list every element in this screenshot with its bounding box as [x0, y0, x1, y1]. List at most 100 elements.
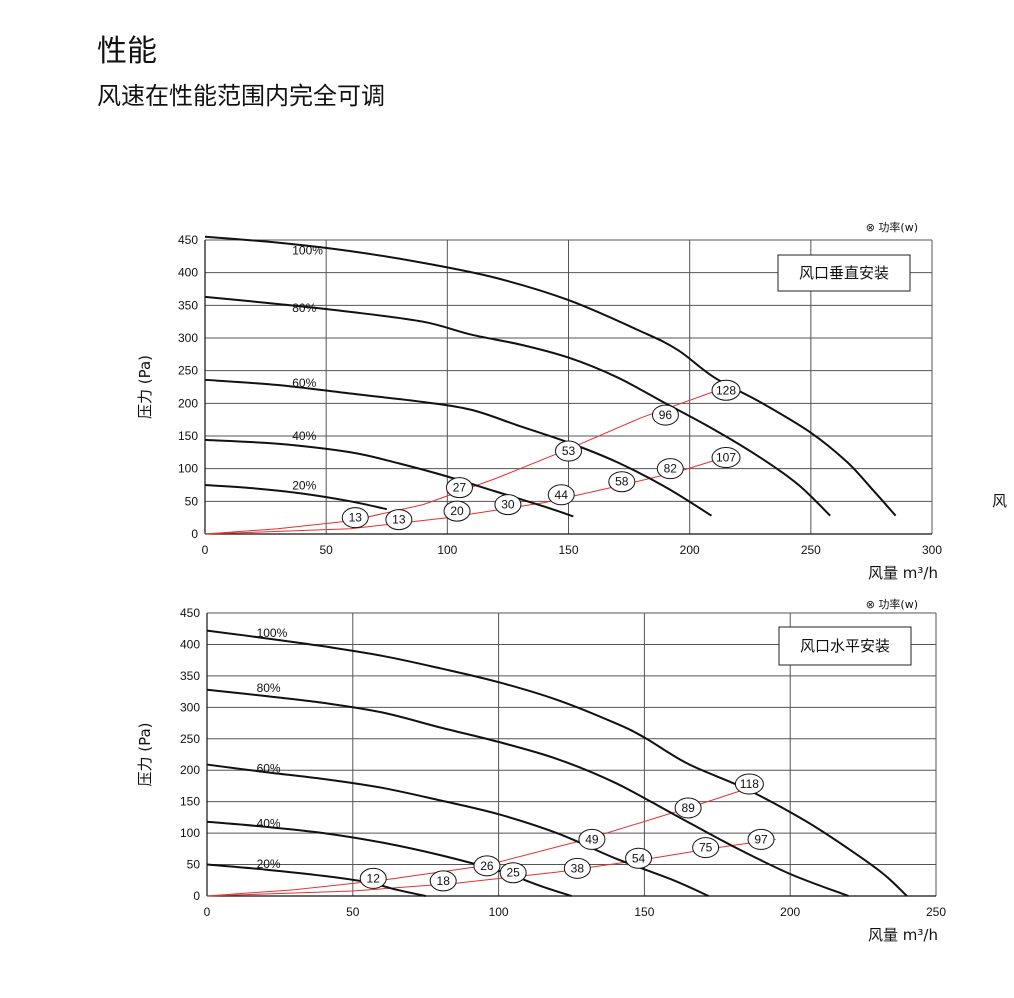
y-tick-label: 200 [180, 763, 200, 777]
fan-curve-40pct [206, 820, 572, 897]
chart-vertical-install: 0 50 100 150 200 250 300 0 50 100 150 200 250 300 350 4… [136, 220, 942, 582]
power-value-label: 107 [716, 451, 736, 465]
y-tick-label: 50 [187, 858, 201, 872]
edge-cut-text: 风 [992, 492, 1008, 510]
x-tick-label: 150 [558, 543, 578, 557]
power-value-marker [711, 379, 741, 401]
x-tick-label: 50 [346, 905, 360, 919]
power-value-marker [494, 494, 522, 516]
x-axis-label: 风量 m³/h [868, 926, 938, 944]
y-tick-label: 450 [180, 606, 200, 620]
y-tick-label: 150 [180, 795, 200, 809]
power-value-marker [563, 857, 591, 879]
power-value-marker [445, 477, 473, 499]
y-tick-label: 300 [180, 700, 200, 714]
power-value-marker [499, 862, 527, 884]
power-value-marker [443, 500, 471, 522]
install-mode-label: 风口水平安装 [800, 637, 890, 655]
power-value-label: 97 [754, 832, 768, 846]
x-tick-label: 50 [319, 543, 333, 557]
power-value-marker [656, 458, 684, 480]
fan-curve-label: 60% [257, 761, 281, 775]
power-value-label: 44 [555, 488, 569, 502]
power-value-label: 20 [450, 504, 464, 518]
fan-curve-label: 80% [292, 301, 316, 315]
y-tick-label: 350 [180, 669, 200, 683]
power-value-marker [429, 870, 457, 892]
x-tick-label: 200 [680, 543, 700, 557]
fan-curve-80pct [206, 688, 849, 897]
y-tick-label: 400 [180, 637, 200, 651]
y-tick-label: 200 [178, 396, 198, 410]
install-mode-box [777, 254, 911, 292]
fan-curve-20pct [206, 863, 426, 897]
power-line [206, 783, 762, 897]
fan-curve-label: 100% [257, 626, 288, 640]
power-value-marker [578, 828, 606, 850]
power-value-label: 128 [716, 383, 736, 397]
power-value-marker [651, 404, 679, 426]
power-value-label: 118 [740, 777, 759, 791]
x-tick-label: 250 [801, 543, 821, 557]
fan-curve-100pct [206, 629, 908, 897]
power-value-label: 13 [349, 511, 363, 525]
fan-curve-100pct [204, 235, 897, 517]
power-value-label: 27 [453, 481, 467, 495]
y-tick-label: 250 [178, 364, 198, 378]
fan-curve-20pct [204, 484, 388, 511]
page-subtitle: 风速在性能范围内完全可调 [97, 82, 385, 110]
power-value-label: 96 [659, 408, 673, 422]
power-value-label: 89 [681, 801, 695, 815]
power-value-marker [692, 837, 720, 859]
x-tick-label: 100 [489, 905, 509, 919]
power-value-marker [547, 484, 575, 506]
x-tick-label: 0 [202, 543, 209, 557]
y-tick-label: 0 [191, 527, 198, 541]
power-value-marker [711, 447, 741, 469]
power-legend: ⊗ 功率(w) [866, 597, 918, 611]
y-tick-label: 450 [178, 233, 198, 247]
fan-curve-40pct [204, 438, 574, 518]
power-value-label: 82 [664, 462, 678, 476]
power-value-marker [734, 773, 764, 795]
power-value-marker [608, 471, 636, 493]
power-legend: ⊗ 功率(w) [866, 220, 918, 234]
y-tick-label: 350 [178, 298, 198, 312]
fan-curve-label: 80% [257, 681, 281, 695]
fan-curve-label: 100% [292, 243, 323, 257]
power-value-marker [359, 867, 387, 889]
x-tick-label: 100 [437, 543, 457, 557]
power-value-label: 53 [562, 444, 576, 458]
y-tick-label: 250 [180, 732, 200, 746]
power-value-label: 13 [392, 513, 406, 527]
power-value-label: 26 [480, 859, 494, 873]
power-value-marker [674, 797, 702, 819]
fan-curve-60pct [204, 378, 713, 517]
y-tick-label: 400 [178, 266, 198, 280]
fan-curve-label: 40% [257, 817, 281, 831]
y-axis-label: 压力 (Pa) [136, 355, 154, 419]
power-value-label: 18 [437, 874, 451, 888]
y-axis-label: 压力 (Pa) [136, 722, 154, 786]
y-tick-label: 150 [178, 429, 198, 443]
power-value-label: 38 [571, 861, 585, 875]
power-value-marker [473, 855, 501, 877]
power-value-label: 30 [501, 498, 515, 512]
power-value-marker [385, 509, 413, 531]
install-mode-label: 风口垂直安装 [799, 264, 889, 282]
fan-curve-label: 40% [292, 429, 316, 443]
power-value-label: 12 [367, 871, 381, 885]
power-value-label: 75 [699, 841, 713, 855]
install-mode-box [778, 626, 912, 666]
page-title: 性能 [97, 34, 157, 69]
power-value-label: 49 [585, 832, 599, 846]
power-value-label: 58 [615, 475, 629, 489]
y-tick-label: 0 [193, 889, 200, 903]
y-tick-label: 100 [178, 462, 198, 476]
power-value-label: 54 [632, 851, 646, 865]
fan-curve-label: 20% [257, 857, 281, 871]
power-value-marker [747, 828, 775, 850]
power-value-label: 25 [507, 866, 521, 880]
fan-curve-60pct [206, 763, 710, 897]
